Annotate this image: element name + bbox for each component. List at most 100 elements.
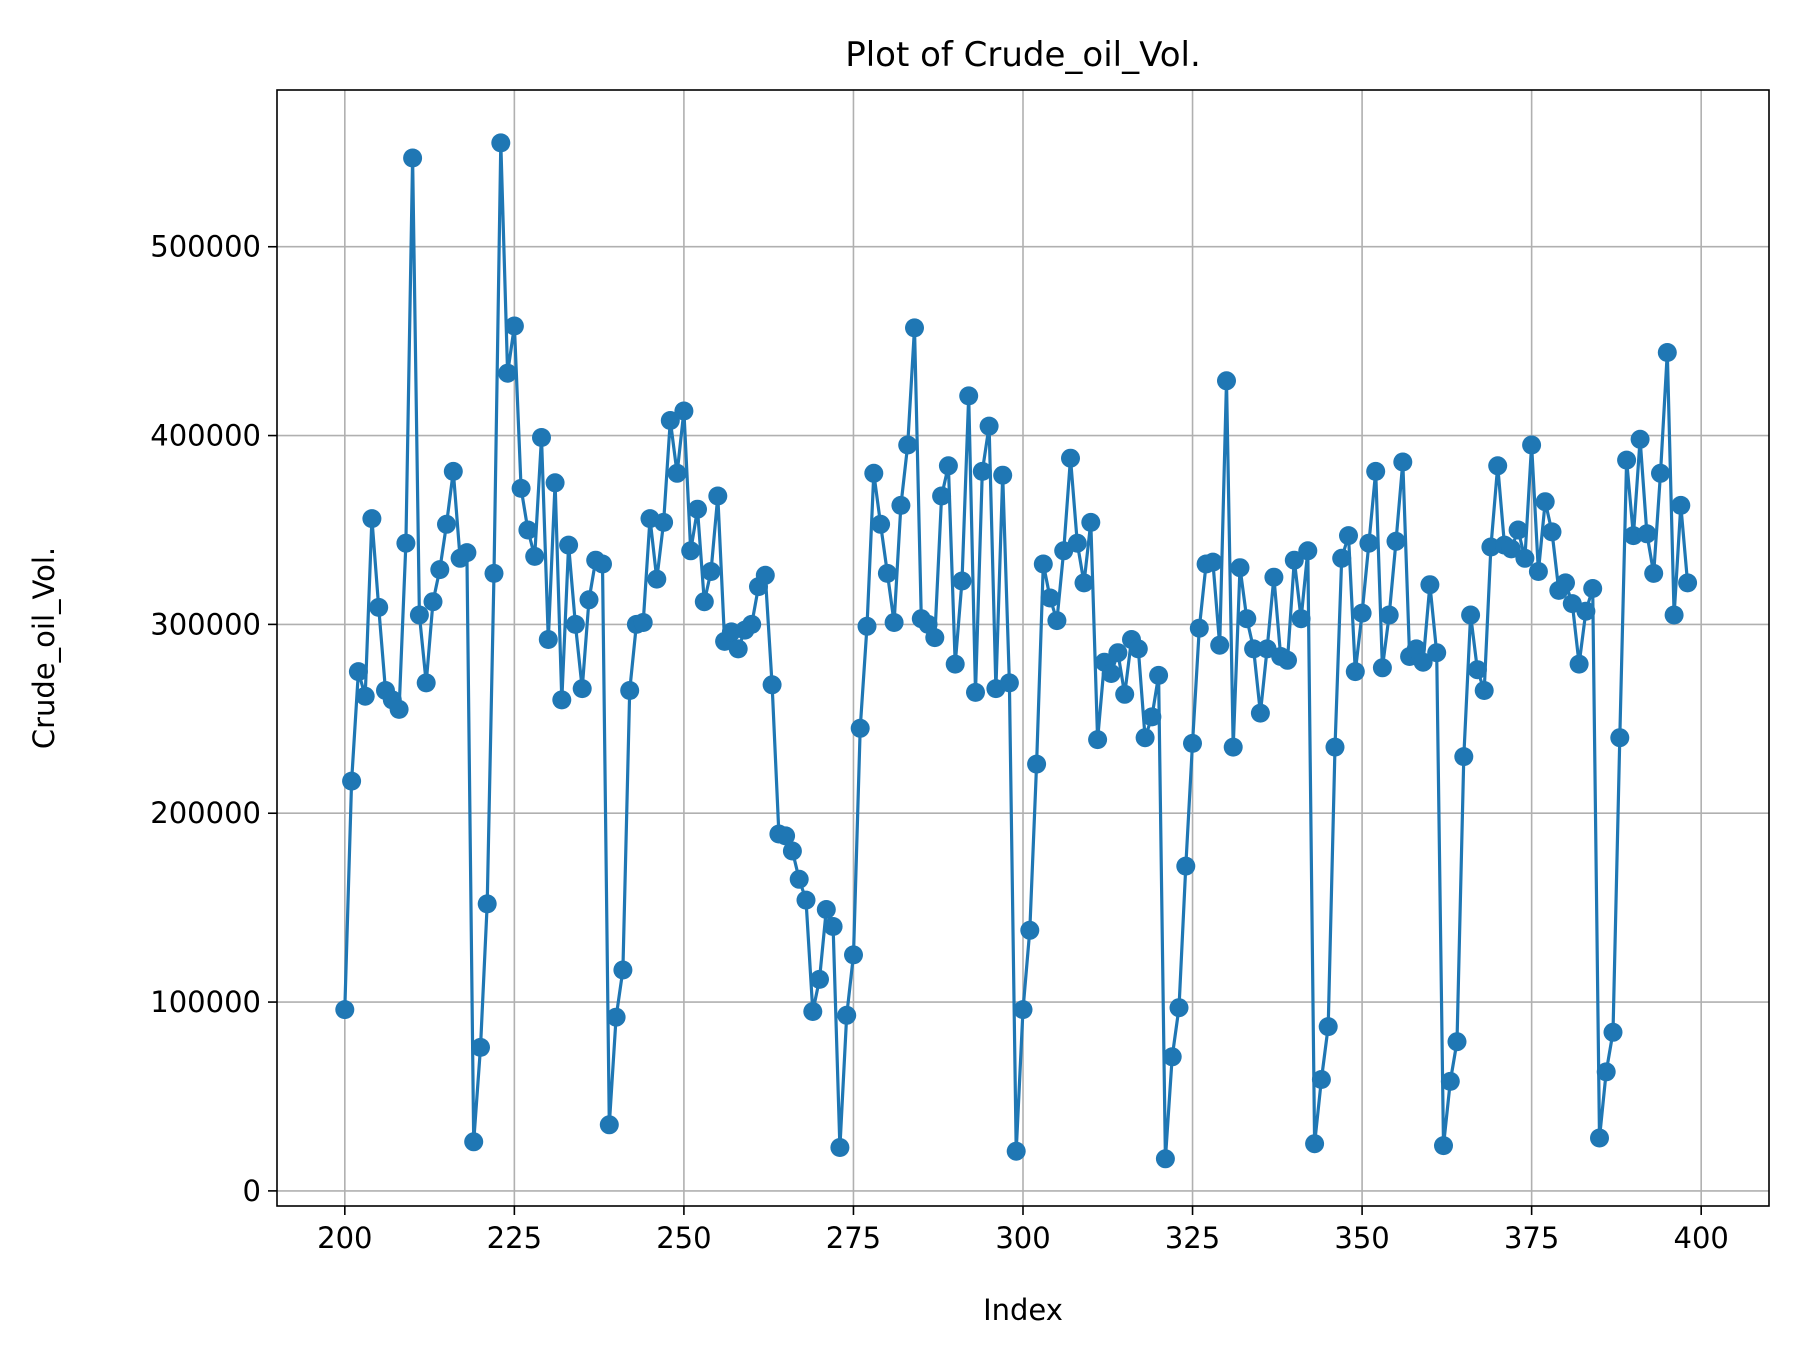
x-tick-label: 275: [826, 1221, 881, 1255]
data-point: [1657, 343, 1677, 362]
data-point: [1169, 998, 1189, 1018]
data-point: [1142, 707, 1162, 727]
data-point: [1542, 522, 1562, 542]
data-point: [1528, 562, 1548, 581]
data-point: [1454, 747, 1474, 767]
data-point: [348, 662, 368, 682]
data-point: [1088, 730, 1108, 750]
data-point: [1278, 650, 1297, 670]
data-point: [572, 679, 592, 699]
data-point: [1291, 609, 1311, 629]
data-point: [1359, 533, 1379, 553]
data-point: [518, 520, 538, 540]
data-point: [1345, 662, 1365, 682]
data-point: [1203, 552, 1223, 572]
data-point: [810, 969, 829, 989]
data-point: [559, 535, 579, 555]
data-point: [932, 486, 952, 506]
data-point: [674, 401, 694, 421]
data-point: [403, 148, 423, 168]
x-tick-label: 200: [317, 1221, 372, 1255]
data-point: [925, 628, 945, 648]
data-point: [511, 478, 531, 498]
data-point: [1149, 665, 1169, 685]
data-point: [1006, 1141, 1026, 1161]
data-point: [850, 718, 870, 738]
data-point: [864, 463, 884, 483]
data-point: [742, 614, 762, 634]
chart-title: Plot of Crude_oil_Vol.: [845, 35, 1201, 75]
data-point: [1250, 703, 1270, 723]
data-point: [1556, 573, 1575, 593]
data-point: [1440, 1071, 1460, 1091]
data-point: [1115, 684, 1135, 704]
data-point: [396, 533, 416, 553]
data-point: [1210, 635, 1230, 655]
x-tick-label: 225: [487, 1221, 542, 1255]
data-point: [1074, 573, 1094, 593]
data-point: [1176, 856, 1196, 876]
data-point: [1671, 495, 1691, 515]
data-point: [1596, 1062, 1616, 1082]
data-point: [545, 473, 565, 493]
data-point: [633, 613, 653, 632]
data-point: [1047, 611, 1067, 631]
data-point: [606, 1007, 626, 1027]
data-point: [1217, 371, 1236, 391]
data-point: [1501, 539, 1521, 559]
data-point: [993, 465, 1013, 485]
x-tick-label: 250: [656, 1221, 711, 1255]
axis-ticks: 200 225 250 275 300 325 350 375 400 0 100000 200000…: [150, 230, 1729, 1255]
data-point: [1678, 573, 1698, 593]
data-point: [1637, 524, 1657, 544]
data-point: [1040, 588, 1060, 608]
data-point: [389, 699, 409, 719]
data-point: [979, 416, 999, 436]
data-point: [647, 569, 667, 589]
data-point: [416, 673, 436, 693]
data-point: [437, 514, 456, 534]
data-point: [844, 945, 863, 965]
grid-lines: [277, 90, 1769, 1206]
data-point: [1135, 728, 1155, 748]
data-point: [552, 690, 572, 710]
data-point: [1311, 1070, 1331, 1089]
data-point: [593, 554, 612, 574]
data-point: [409, 605, 429, 625]
data-point: [1183, 733, 1202, 753]
data-point: [803, 1002, 823, 1021]
data-point: [1033, 554, 1053, 574]
data-point: [1318, 1017, 1338, 1037]
data-point: [1610, 728, 1630, 748]
data-point: [1067, 533, 1087, 553]
data-point: [945, 654, 965, 674]
data-point: [1223, 737, 1243, 757]
data-point: [1393, 452, 1413, 472]
data-point: [620, 681, 640, 700]
data-point: [491, 133, 511, 153]
data-point: [1101, 664, 1121, 683]
data-point: [1230, 558, 1250, 578]
data-point: [1651, 463, 1670, 483]
y-tick-label: 100000: [150, 985, 261, 1019]
data-point: [362, 509, 382, 529]
data-point: [1515, 548, 1535, 568]
data-point: [355, 686, 375, 706]
data-point: [708, 486, 728, 506]
data-point: [565, 614, 585, 634]
y-tick-label: 0: [243, 1174, 261, 1208]
data-point: [1332, 548, 1352, 568]
data-point: [471, 1037, 490, 1057]
data-point: [898, 435, 918, 455]
data-point: [335, 1000, 355, 1020]
data-point: [796, 890, 816, 910]
data-point: [816, 900, 836, 919]
data-point: [423, 592, 443, 612]
data-point: [972, 461, 992, 481]
data-point: [857, 616, 877, 636]
data-point: [457, 543, 477, 563]
data-point: [1461, 605, 1481, 625]
data-point: [1644, 563, 1664, 583]
x-tick-label: 400: [1674, 1221, 1729, 1255]
data-point: [701, 562, 721, 581]
